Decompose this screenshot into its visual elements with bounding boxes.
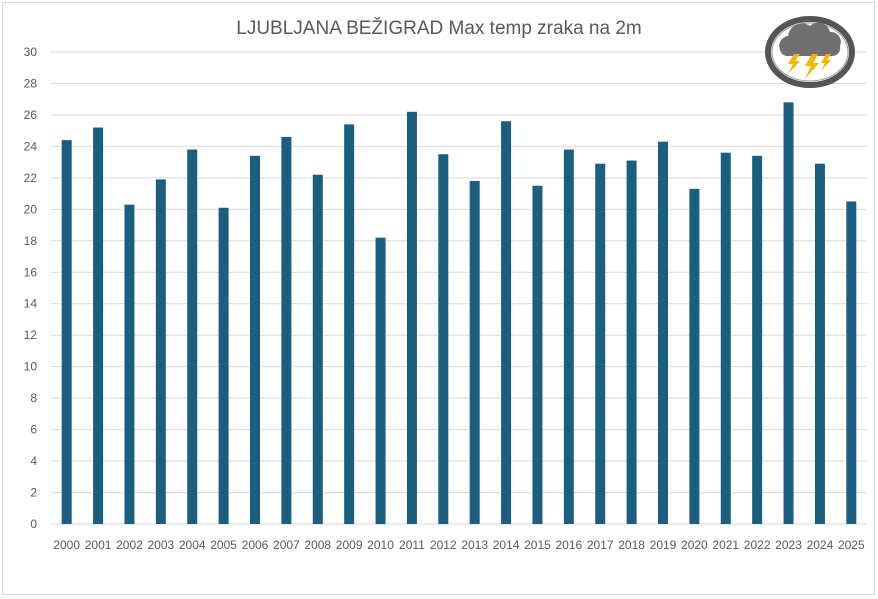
bar (218, 207, 229, 524)
x-tick-label: 2020 (681, 538, 708, 552)
y-tick-label: 10 (24, 360, 38, 374)
y-tick-label: 14 (24, 297, 38, 311)
bar (469, 181, 480, 524)
bar (281, 136, 292, 524)
bar (783, 102, 794, 524)
bar (344, 124, 355, 524)
x-tick-label: 2005 (210, 538, 237, 552)
y-tick-label: 2 (30, 486, 37, 500)
y-tick-label: 24 (24, 139, 38, 153)
y-tick-label: 26 (24, 108, 38, 122)
x-tick-label: 2009 (336, 538, 363, 552)
x-tick-label: 2012 (430, 538, 457, 552)
y-tick-label: 4 (30, 454, 37, 468)
x-tick-label: 2013 (461, 538, 488, 552)
y-tick-label: 16 (24, 265, 38, 279)
bar (689, 188, 700, 524)
x-tick-label: 2003 (147, 538, 174, 552)
chart-title: LJUBLJANA BEŽIGRAD Max temp zraka na 2m (236, 18, 642, 39)
bar (438, 154, 449, 524)
x-tick-label: 2016 (555, 538, 582, 552)
x-tick-label: 2019 (650, 538, 677, 552)
bar (406, 111, 417, 524)
thunderstorm-icon (765, 16, 855, 88)
x-tick-label: 2014 (493, 538, 520, 552)
x-tick-label: 2025 (838, 538, 865, 552)
x-tick-label: 2024 (807, 538, 834, 552)
bar (155, 179, 166, 524)
x-tick-label: 2022 (744, 538, 771, 552)
bar (93, 127, 104, 525)
y-tick-label: 0 (30, 517, 37, 531)
x-tick-label: 2010 (367, 538, 394, 552)
y-tick-label: 12 (24, 328, 38, 342)
x-tick-label: 2011 (399, 538, 425, 552)
y-tick-label: 18 (24, 234, 38, 248)
x-tick-label: 2004 (179, 538, 206, 552)
bar (312, 174, 323, 524)
y-tick-label: 22 (24, 171, 38, 185)
bar (61, 140, 72, 524)
x-tick-label: 2002 (116, 538, 143, 552)
bar (720, 152, 731, 524)
bar (846, 201, 857, 524)
y-tick-label: 8 (30, 391, 37, 405)
bar (814, 163, 825, 524)
x-tick-label: 2008 (304, 538, 331, 552)
bar (532, 185, 543, 524)
bar (626, 160, 637, 524)
bar (375, 237, 386, 525)
bar (124, 204, 135, 524)
bar (563, 149, 574, 524)
y-tick-label: 6 (30, 423, 37, 437)
bar (752, 155, 763, 524)
x-tick-label: 2023 (775, 538, 802, 552)
bar (501, 121, 512, 524)
bar (595, 163, 606, 524)
y-tick-label: 30 (24, 45, 38, 59)
y-tick-label: 20 (24, 202, 38, 216)
x-tick-label: 2001 (85, 538, 112, 552)
bar (250, 155, 260, 524)
y-tick-label: 28 (24, 76, 38, 90)
bar (658, 141, 668, 524)
x-tick-label: 2021 (712, 538, 739, 552)
x-tick-label: 2000 (53, 538, 80, 552)
x-tick-label: 2017 (587, 538, 614, 552)
x-tick-label: 2018 (618, 538, 645, 552)
x-tick-label: 2015 (524, 538, 551, 552)
x-tick-label: 2007 (273, 538, 300, 552)
bar (187, 149, 198, 524)
x-tick-label: 2006 (242, 538, 269, 552)
